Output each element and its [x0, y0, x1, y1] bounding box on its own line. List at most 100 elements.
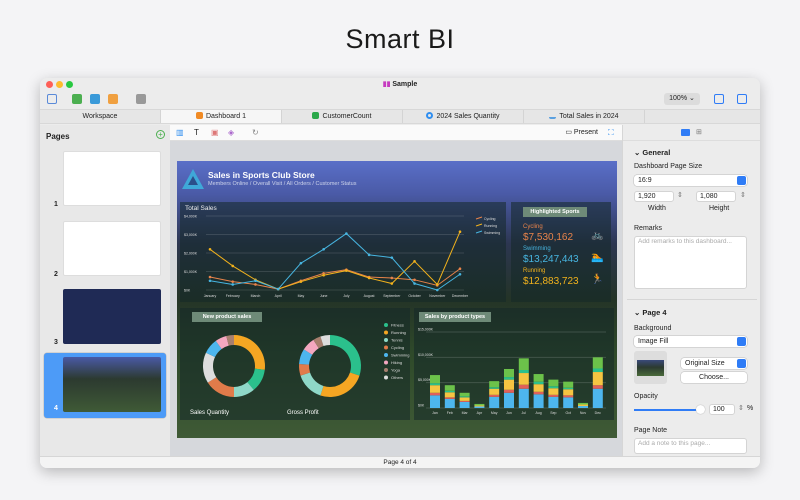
- x-tick-label: August: [364, 294, 375, 298]
- pages-title: Pages: [46, 132, 70, 141]
- highlighted-sports-panel[interactable]: Highlighted Sports Cycling $7,530,162 🚲 Swi…: [511, 202, 611, 302]
- page-thumbnail-1[interactable]: 1: [44, 147, 166, 212]
- bar-segment: [444, 392, 455, 398]
- status-bar: Page 4 of 4: [40, 456, 760, 468]
- y-tick-label: $3,000K: [184, 233, 198, 237]
- opacity-input[interactable]: 100: [709, 404, 735, 415]
- add-page-button[interactable]: +: [156, 130, 165, 139]
- data-point: [345, 269, 348, 272]
- fullscreen-icon[interactable]: ⛶: [608, 128, 614, 137]
- format-tab-icon[interactable]: [681, 129, 690, 136]
- opacity-slider-thumb[interactable]: [696, 405, 705, 414]
- page-thumbnail-4[interactable]: 4: [44, 353, 166, 418]
- y-tick-label: $0K: [184, 289, 191, 293]
- close-button[interactable]: [46, 81, 53, 88]
- data-point: [299, 261, 303, 265]
- x-tick-label: Nov: [580, 411, 586, 415]
- add-data-icon[interactable]: [72, 94, 82, 104]
- tab-dashboard-1[interactable]: Dashboard 1: [161, 110, 282, 123]
- page-size-select[interactable]: 16:9: [634, 175, 747, 186]
- save-icon[interactable]: [47, 94, 57, 104]
- bar-segment: [592, 388, 603, 408]
- swimmer-icon: 🏊: [591, 252, 604, 263]
- data-point: [435, 288, 439, 292]
- right-sidebar-toggle-icon[interactable]: [737, 94, 747, 104]
- select-stepper-icon: [737, 176, 746, 185]
- bar-segment: [548, 379, 559, 387]
- x-tick-label: July: [343, 294, 349, 298]
- tab-2024-sales-quantity[interactable]: 2024 Sales Quantity: [403, 110, 524, 123]
- add-chart-icon[interactable]: [90, 94, 100, 104]
- left-sidebar-toggle-icon[interactable]: [714, 94, 724, 104]
- page-size-label: Dashboard Page Size: [634, 163, 703, 170]
- bar-segment: [548, 388, 559, 395]
- present-button[interactable]: ▭ Present: [565, 129, 598, 136]
- tab-total-sales-2024[interactable]: Total Sales in 2024: [524, 110, 645, 123]
- page-thumbnail-3[interactable]: 3: [44, 285, 166, 350]
- data-point: [390, 282, 394, 285]
- table-icon: [312, 112, 320, 119]
- line-chart-icon: [549, 112, 557, 119]
- tab-workspace[interactable]: Workspace: [40, 110, 161, 123]
- x-tick-label: Dec: [595, 411, 601, 415]
- width-stepper[interactable]: ⇕: [677, 192, 683, 199]
- remarks-input[interactable]: Add remarks to this dashboard...: [634, 236, 747, 289]
- bicycle-icon: 🚲: [591, 230, 604, 241]
- text-icon[interactable]: T: [194, 128, 199, 137]
- image-icon[interactable]: ▣: [211, 128, 219, 137]
- opacity-unit: %: [747, 405, 754, 412]
- legend-label: Swimming: [391, 353, 409, 358]
- bar-segment: [459, 396, 470, 398]
- height-stepper[interactable]: ⇕: [740, 192, 746, 199]
- duplicate-icon[interactable]: [136, 94, 146, 104]
- add-dashboard-icon[interactable]: [108, 94, 118, 104]
- select-stepper-icon: [737, 359, 746, 368]
- data-point: [413, 260, 416, 263]
- legend-label: Running: [484, 224, 497, 228]
- bar-segment: [533, 384, 544, 392]
- bar-segment: [518, 358, 529, 370]
- shape-icon[interactable]: ◈: [228, 128, 235, 137]
- chart-icon[interactable]: ▥: [176, 128, 184, 137]
- refresh-icon[interactable]: ↻: [252, 128, 259, 137]
- page-thumbnail-2[interactable]: 2: [44, 217, 166, 282]
- layout-tab-icon[interactable]: ⊞: [696, 129, 702, 136]
- background-select[interactable]: Image Fill: [634, 336, 747, 347]
- x-tick-label: October: [408, 294, 421, 298]
- y-tick-label: $0K: [418, 404, 425, 408]
- minimize-button[interactable]: [56, 81, 63, 88]
- legend-dot: [384, 353, 388, 357]
- page-note-input[interactable]: Add a note to this page...: [634, 438, 747, 454]
- bar-segment: [518, 388, 529, 408]
- dashboard-subtitle: Members Online / Overall Visit / All Ord…: [208, 181, 357, 187]
- total-sales-line-chart: $0K $1,000K $2,000K $3,000K $4,000K January Fe…: [184, 215, 500, 299]
- bar-segment: [444, 398, 455, 408]
- sales-by-type-panel[interactable]: Sales by product types $0K $5,000K $10,000…: [414, 308, 614, 420]
- bar-segment: [459, 401, 470, 408]
- zoom-button[interactable]: [66, 81, 73, 88]
- new-product-sales-panel[interactable]: New product sales Fitness Running Tennis Cy…: [180, 308, 410, 420]
- opacity-stepper[interactable]: ⇕: [738, 405, 744, 412]
- height-input[interactable]: 1,080: [696, 191, 736, 202]
- legend-dot: [384, 368, 388, 372]
- opacity-slider[interactable]: [634, 409, 704, 411]
- width-input[interactable]: 1,920: [634, 191, 674, 202]
- data-point: [322, 248, 325, 251]
- bar-segment: [459, 392, 470, 397]
- total-sales-panel[interactable]: Total Sales $0K $1,000K $2,000K $3,000K $4,0…: [180, 202, 506, 302]
- general-section-header[interactable]: ⌄ General: [634, 148, 671, 157]
- size-mode-select[interactable]: Original Size: [681, 358, 747, 369]
- zoom-select[interactable]: 100% ⌄: [664, 93, 700, 105]
- bar-segment: [430, 383, 440, 386]
- x-tick-label: Jul: [522, 411, 527, 415]
- page-section-header[interactable]: ⌄ Page 4: [634, 308, 667, 317]
- bar-segment: [430, 375, 440, 384]
- bar-segment: [444, 385, 455, 391]
- donut-slice-cycling: [299, 364, 311, 376]
- choose-image-button[interactable]: Choose...: [681, 372, 747, 383]
- bar-segment: [563, 389, 574, 396]
- data-point: [254, 279, 257, 283]
- donut-chart-icon: [426, 112, 434, 119]
- tab-customer-count[interactable]: CustomerCount: [282, 110, 403, 123]
- dashboard-title: Sales in Sports Club Store: [208, 170, 315, 180]
